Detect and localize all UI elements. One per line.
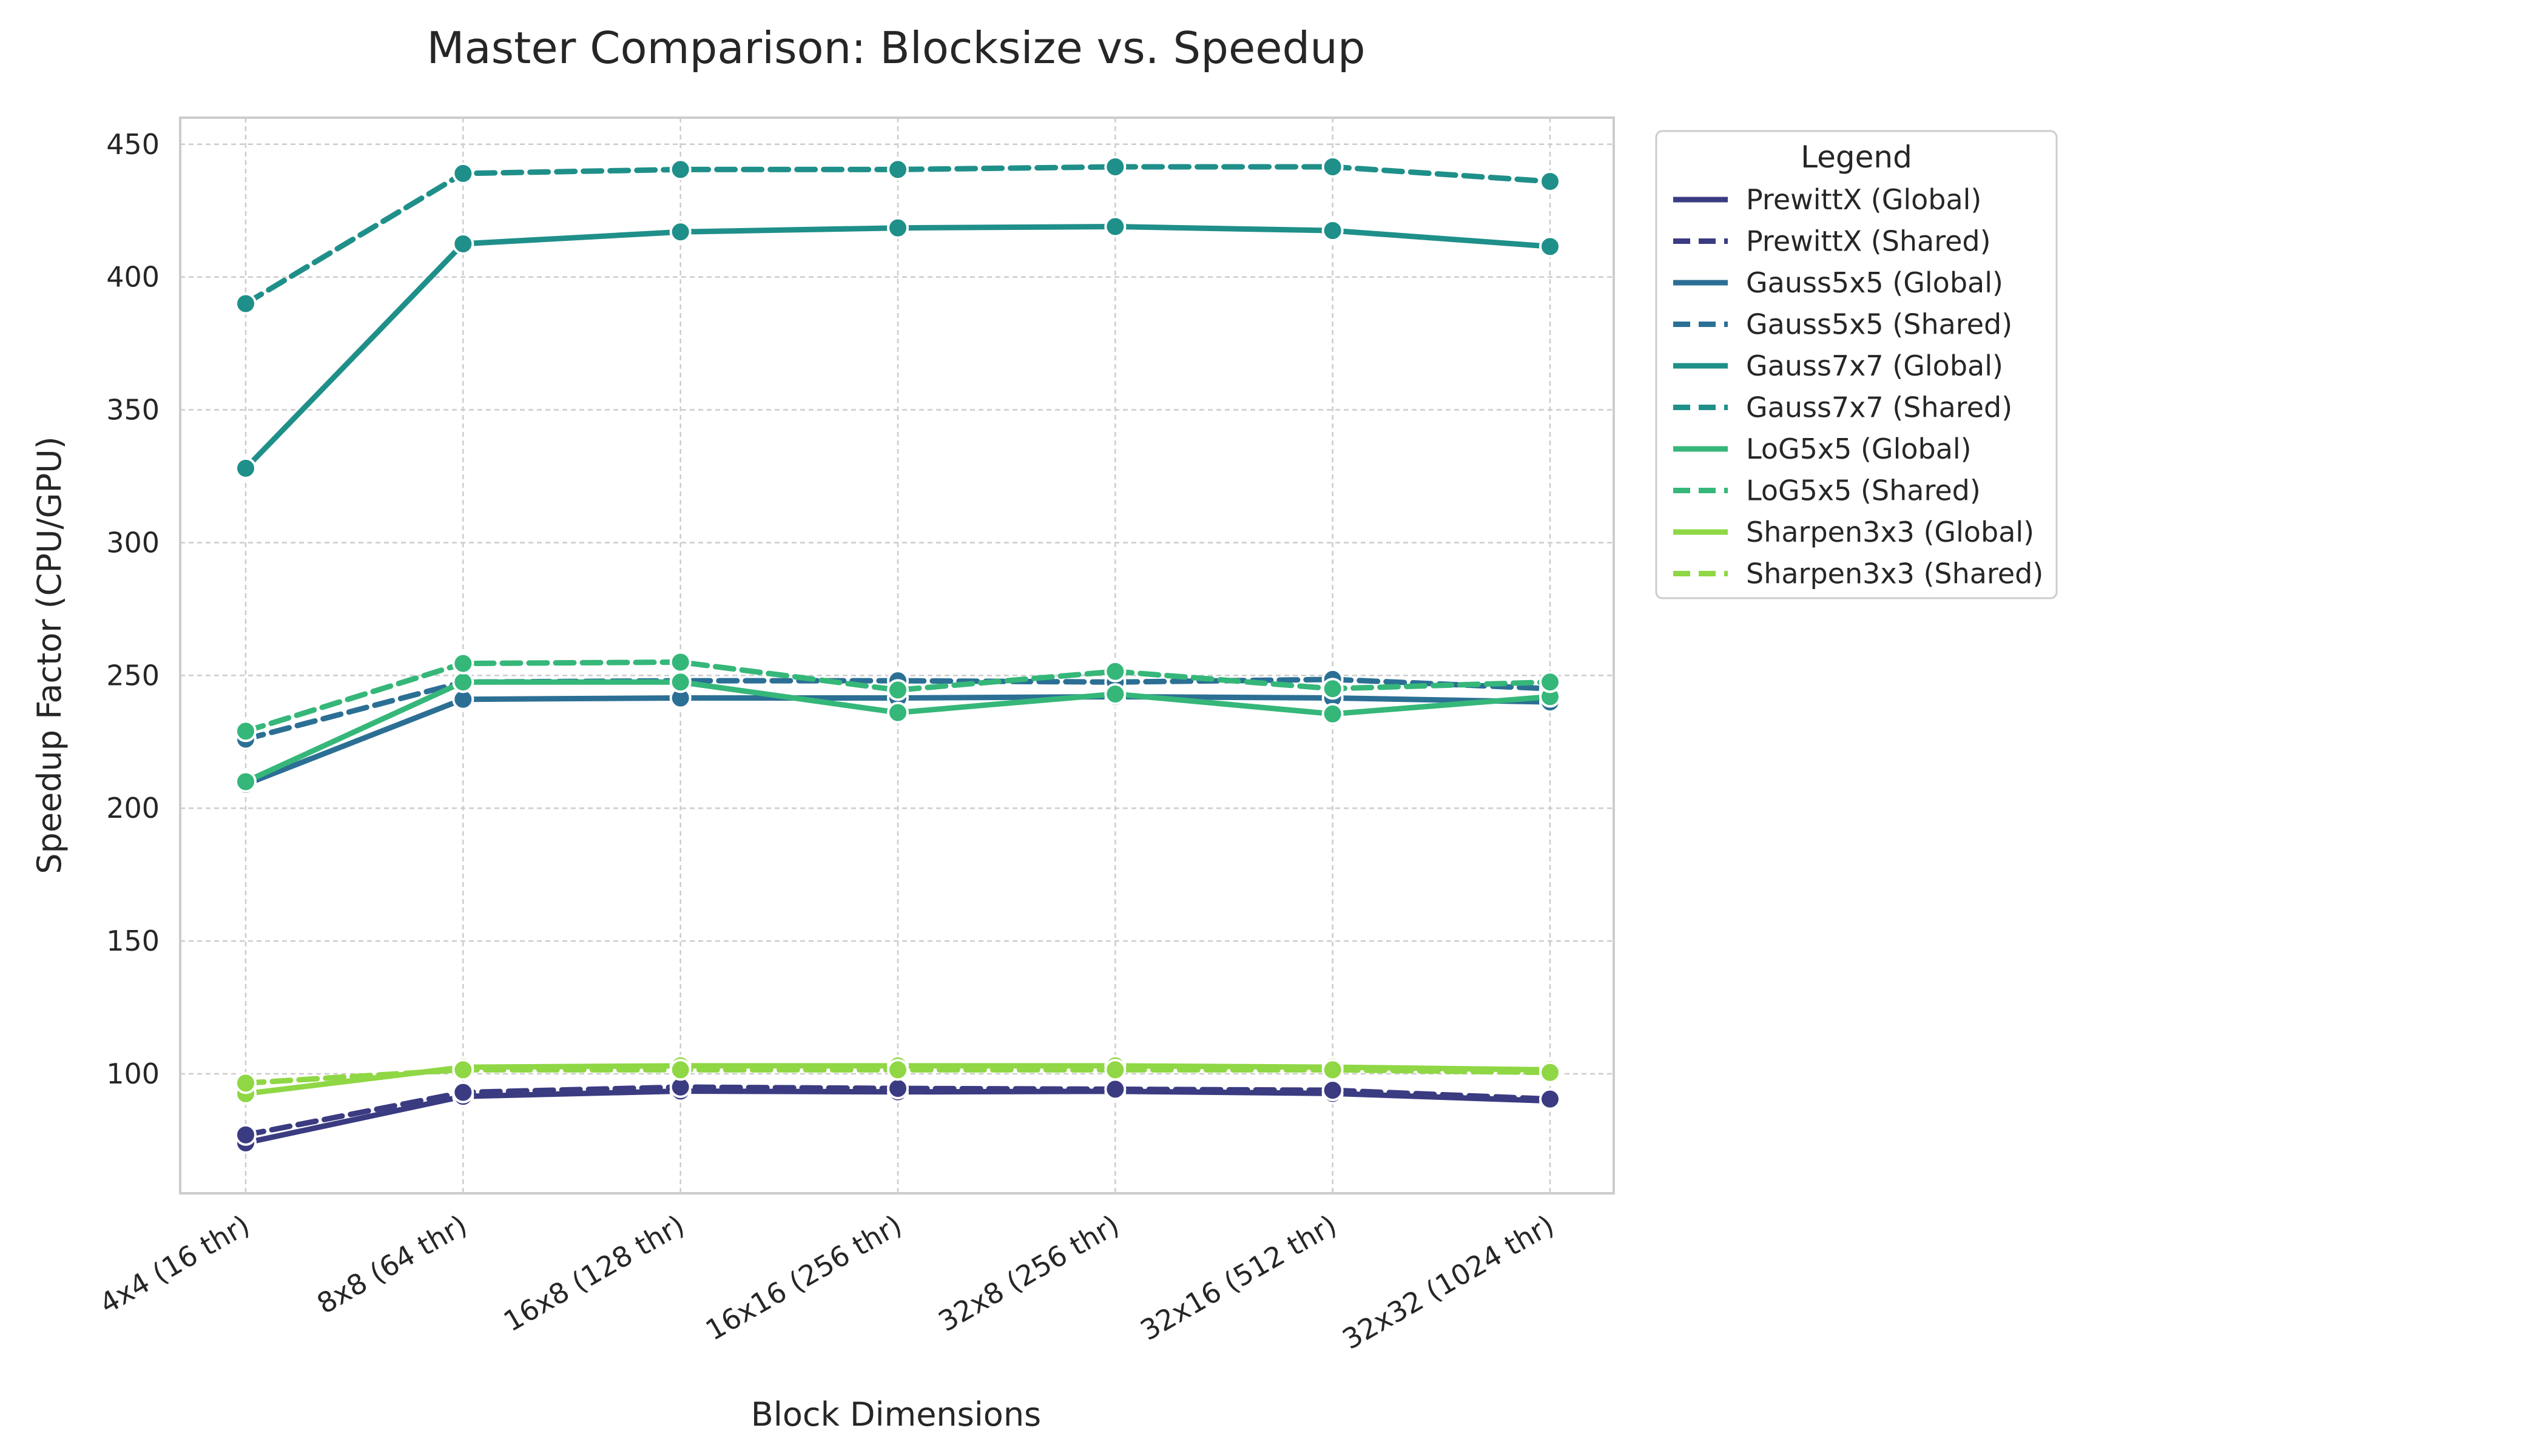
legend-label: Gauss5x5 (Global) bbox=[1746, 266, 2003, 299]
data-point bbox=[1539, 170, 1561, 193]
y-tick-label: 250 bbox=[106, 659, 160, 692]
data-point bbox=[452, 652, 474, 675]
data-point bbox=[235, 1072, 257, 1094]
plot-area bbox=[179, 116, 1615, 1195]
data-point bbox=[235, 457, 257, 479]
x-tick-label: 32x32 (1024 thr) bbox=[1336, 1208, 1559, 1356]
series bbox=[235, 155, 1561, 315]
legend-label: PrewittX (Shared) bbox=[1746, 225, 1991, 258]
y-tick-label: 150 bbox=[106, 925, 160, 957]
legend-items: PrewittX (Global) PrewittX (Shared) Gauss5… bbox=[1673, 183, 2043, 590]
data-point bbox=[1539, 1061, 1561, 1084]
x-tick-label: 32x16 (512 thr) bbox=[1135, 1208, 1343, 1347]
x-tick-label: 32x8 (256 thr) bbox=[933, 1208, 1125, 1338]
data-point bbox=[235, 292, 257, 315]
data-point bbox=[1104, 155, 1127, 178]
chart-title: Master Comparison: Blocksize vs. Speedup bbox=[426, 22, 1365, 73]
data-point bbox=[1321, 1079, 1344, 1102]
data-point bbox=[1104, 215, 1127, 238]
data-point bbox=[1321, 678, 1344, 700]
data-point bbox=[887, 679, 909, 701]
data-point bbox=[235, 770, 257, 793]
y-tick-label: 100 bbox=[106, 1057, 160, 1090]
series bbox=[235, 215, 1561, 479]
data-point bbox=[1104, 1078, 1127, 1100]
data-point bbox=[1321, 1059, 1344, 1081]
legend-label: Sharpen3x3 (Shared) bbox=[1746, 558, 2043, 590]
data-point bbox=[452, 1081, 474, 1104]
data-point bbox=[1321, 155, 1344, 178]
data-point bbox=[669, 221, 692, 243]
data-point bbox=[1539, 1088, 1561, 1110]
x-tick-label: 16x8 (128 thr) bbox=[498, 1208, 690, 1338]
legend: Legend PrewittX (Global) PrewittX (Shared… bbox=[1655, 130, 2058, 599]
x-tick-label: 4x4 (16 thr) bbox=[94, 1208, 255, 1321]
data-point bbox=[235, 1124, 257, 1146]
y-tick-label: 450 bbox=[106, 128, 160, 161]
data-point bbox=[887, 1059, 909, 1081]
data-point bbox=[1104, 682, 1127, 705]
legend-label: Gauss7x7 (Global) bbox=[1746, 349, 2003, 382]
data-point bbox=[669, 1059, 692, 1081]
y-tick-label: 200 bbox=[106, 792, 160, 824]
legend-label: Sharpen3x3 (Global) bbox=[1746, 516, 2034, 548]
series bbox=[235, 1059, 1561, 1094]
legend-label: Gauss7x7 (Shared) bbox=[1746, 391, 2012, 424]
y-tick-labels: 100 150 200 250 300 350 400 450 bbox=[106, 128, 160, 1090]
data-point bbox=[452, 1059, 474, 1081]
data-point bbox=[452, 671, 474, 693]
data-point bbox=[1104, 1059, 1127, 1081]
data-point bbox=[887, 217, 909, 239]
legend-box bbox=[1655, 130, 2058, 599]
data-point bbox=[887, 701, 909, 724]
series-layer bbox=[235, 155, 1561, 1154]
data-point bbox=[452, 232, 474, 255]
data-point bbox=[887, 1077, 909, 1100]
series bbox=[235, 1076, 1561, 1146]
data-point bbox=[669, 671, 692, 693]
data-point bbox=[452, 162, 474, 184]
data-point bbox=[1539, 235, 1561, 258]
data-point bbox=[1321, 220, 1344, 242]
y-tick-label: 400 bbox=[106, 261, 160, 294]
series bbox=[235, 671, 1561, 793]
y-axis-label: Speedup Factor (CPU/GPU) bbox=[30, 436, 69, 874]
data-point bbox=[235, 720, 257, 743]
x-axis-label: Block Dimensions bbox=[751, 1395, 1041, 1434]
legend-label: PrewittX (Global) bbox=[1746, 183, 1981, 216]
y-tick-label: 350 bbox=[106, 394, 160, 426]
data-point bbox=[669, 158, 692, 181]
legend-label: Gauss5x5 (Shared) bbox=[1746, 308, 2012, 341]
data-point bbox=[1321, 703, 1344, 725]
legend-label: LoG5x5 (Global) bbox=[1746, 433, 1972, 465]
series bbox=[235, 651, 1561, 743]
x-tick-label: 8x8 (64 thr) bbox=[311, 1208, 473, 1321]
legend-label: LoG5x5 (Shared) bbox=[1746, 474, 1981, 507]
x-tick-labels: 4x4 (16 thr) 8x8 (64 thr) 16x8 (128 thr) 16… bbox=[94, 1208, 1560, 1356]
y-tick-label: 300 bbox=[106, 526, 160, 559]
data-point bbox=[1539, 671, 1561, 693]
data-point bbox=[1104, 660, 1127, 682]
legend-title: Legend bbox=[1801, 140, 1912, 175]
data-point bbox=[887, 158, 909, 181]
data-point bbox=[669, 651, 692, 673]
x-tick-label: 16x16 (256 thr) bbox=[700, 1208, 908, 1347]
